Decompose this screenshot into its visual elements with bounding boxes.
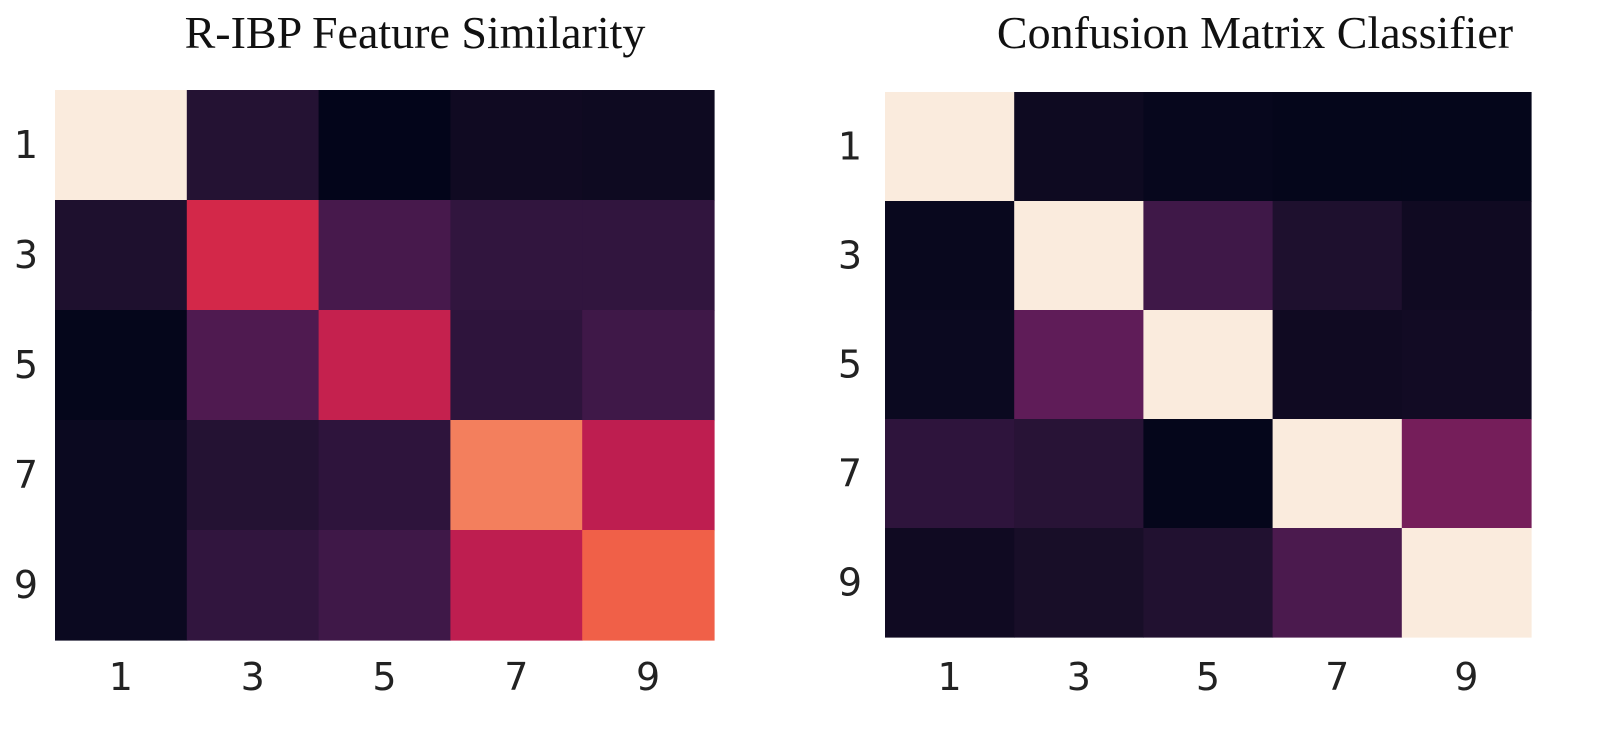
- y-tick-label: 1: [838, 125, 862, 169]
- heatmap-cell-r7-c1: [885, 419, 1015, 529]
- heatmap-cell-r3-c3: [1014, 201, 1144, 311]
- chart-title: R-IBP Feature Similarity: [185, 7, 646, 58]
- heatmap-cell-r5-c7: [450, 310, 583, 421]
- x-tick-label: 9: [636, 655, 660, 699]
- heatmap-cell-r7-c3: [1014, 419, 1144, 529]
- x-tick-label: 7: [1325, 655, 1349, 699]
- heatmap-cell-r3-c5: [1143, 201, 1274, 311]
- y-tick-label: 3: [14, 233, 38, 277]
- heatmap-cell-r9-c7: [1272, 528, 1403, 638]
- heatmap-cell-r5-c9: [582, 310, 715, 421]
- heatmap-cell-r1-c3: [186, 90, 320, 201]
- x-tick-label: 7: [504, 655, 528, 699]
- heatmap-cell-r5-c5: [1143, 310, 1274, 420]
- x-tick-label: 1: [938, 655, 962, 699]
- heatmap-cell-r9-c9: [582, 530, 715, 641]
- heatmap-cell-r1-c7: [450, 90, 583, 201]
- heatmap-cell-r9-c1: [55, 530, 188, 641]
- heatmap-cell-r3-c7: [450, 200, 583, 311]
- heatmap-cell-r3-c9: [582, 200, 715, 311]
- heatmap-cell-r7-c7: [1272, 419, 1403, 529]
- heatmap-cell-r5-c3: [1014, 310, 1144, 420]
- heatmap-cell-r7-c5: [1143, 419, 1274, 529]
- heatmap-cell-r5-c1: [55, 310, 188, 421]
- x-tick-label: 9: [1454, 655, 1478, 699]
- heatmap-cell-r1-c5: [318, 90, 451, 201]
- heatmap-cell-r7-c1: [55, 420, 188, 531]
- y-tick-label: 5: [838, 343, 862, 387]
- heatmap-cell-r1-c1: [885, 92, 1015, 202]
- heatmap-cell-r1-c1: [55, 90, 188, 201]
- heatmap-cell-r1-c7: [1272, 92, 1403, 202]
- heatmap-cell-r9-c3: [1014, 528, 1144, 638]
- heatmap-cell-r3-c3: [186, 200, 320, 311]
- y-tick-label: 1: [14, 123, 38, 167]
- x-tick-label: 1: [109, 655, 133, 699]
- confusion-matrix-heatmap: Confusion Matrix Classifier 1 3 5 7 9 1 3 5 7 9: [838, 7, 1532, 699]
- heatmap-cell-r1-c9: [1401, 92, 1532, 202]
- x-tick-label: 5: [1196, 655, 1220, 699]
- chart-title: Confusion Matrix Classifier: [997, 7, 1513, 58]
- y-tick-label: 5: [14, 343, 38, 387]
- heatmap-cell-r5-c3: [186, 310, 320, 421]
- heatmap-cell-r7-c9: [1401, 419, 1532, 529]
- x-tick-label: 5: [372, 655, 396, 699]
- heatmap-cell-r9-c9: [1401, 528, 1532, 638]
- heatmap-cell-r1-c9: [582, 90, 715, 201]
- heatmap-cell-r7-c9: [582, 420, 715, 531]
- heatmap-cell-r7-c5: [318, 420, 451, 531]
- heatmap-cell-r3-c7: [1272, 201, 1403, 311]
- y-tick-label: 9: [14, 563, 38, 607]
- heatmap-cell-r7-c7: [450, 420, 583, 531]
- heatmap-cell-r1-c5: [1143, 92, 1274, 202]
- heatmap-cell-r5-c7: [1272, 310, 1403, 420]
- y-tick-label: 7: [14, 453, 38, 497]
- y-tick-label: 9: [838, 561, 862, 605]
- heatmap-cell-r7-c3: [186, 420, 320, 531]
- heatmap-cell-r3-c1: [55, 200, 188, 311]
- heatmap-cell-r1-c3: [1014, 92, 1144, 202]
- y-tick-label: 7: [838, 452, 862, 496]
- heatmap-cell-r3-c1: [885, 201, 1015, 311]
- x-tick-label: 3: [241, 655, 265, 699]
- heatmap-cell-r9-c7: [450, 530, 583, 641]
- heatmap-cell-r3-c5: [318, 200, 451, 311]
- heatmap-cell-r3-c9: [1401, 201, 1532, 311]
- heatmap-cell-r9-c3: [186, 530, 320, 641]
- feature-similarity-heatmap: R-IBP Feature Similarity 1 3 5 7 9 1 3 5 7 9: [14, 7, 715, 699]
- heatmap-cell-r9-c5: [318, 530, 451, 641]
- heatmap-cell-r9-c5: [1143, 528, 1274, 638]
- heatmap-cell-r5-c1: [885, 310, 1015, 420]
- heatmap-cell-r5-c5: [318, 310, 451, 421]
- x-tick-label: 3: [1067, 655, 1091, 699]
- heatmap-cell-r5-c9: [1401, 310, 1532, 420]
- y-tick-label: 3: [838, 234, 862, 278]
- heatmap-cell-r9-c1: [885, 528, 1015, 638]
